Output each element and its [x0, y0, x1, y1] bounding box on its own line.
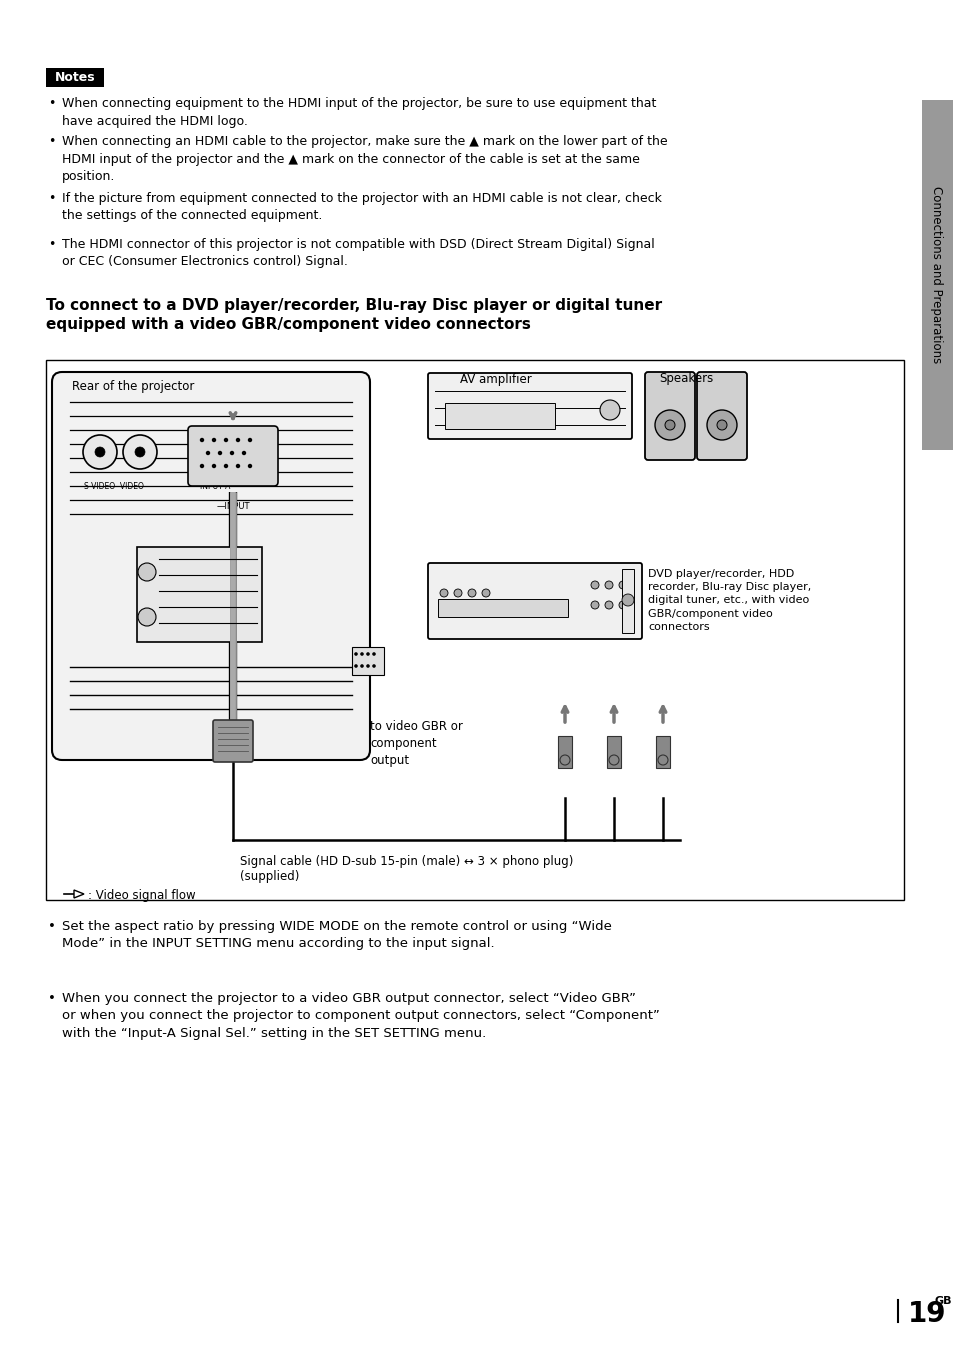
Circle shape: [366, 652, 370, 656]
Text: to video GBR or
component
output: to video GBR or component output: [370, 721, 462, 767]
Bar: [656, 735, 669, 768]
Circle shape: [199, 438, 204, 442]
Text: The HDMI connector of this projector is not compatible with DSD (Direct Stream D: The HDMI connector of this projector is …: [62, 238, 654, 269]
Circle shape: [206, 450, 210, 456]
Text: AV amplifier: AV amplifier: [459, 373, 531, 387]
Text: •: •: [48, 992, 56, 1005]
Circle shape: [83, 435, 117, 469]
Text: Connections and Preparations: Connections and Preparations: [929, 187, 943, 364]
Bar: [137, 548, 262, 642]
Circle shape: [217, 450, 222, 456]
Text: •: •: [48, 919, 56, 933]
Bar: [437, 599, 567, 617]
Circle shape: [354, 664, 357, 668]
Circle shape: [618, 581, 626, 589]
Text: —INPUT: —INPUT: [216, 502, 250, 511]
Text: DVD player/recorder, HDD
recorder, Blu-ray Disc player,
digital tuner, etc., wit: DVD player/recorder, HDD recorder, Blu-r…: [647, 569, 810, 631]
Circle shape: [366, 664, 370, 668]
Text: To connect to a DVD player/recorder, Blu-ray Disc player or digital tuner
equipp: To connect to a DVD player/recorder, Blu…: [46, 297, 661, 333]
Circle shape: [354, 652, 357, 656]
Circle shape: [199, 464, 204, 468]
Text: •: •: [48, 135, 55, 147]
FancyBboxPatch shape: [428, 562, 641, 639]
Circle shape: [658, 754, 667, 765]
FancyBboxPatch shape: [428, 373, 631, 439]
Circle shape: [599, 400, 619, 420]
Text: Notes: Notes: [54, 72, 95, 84]
Bar: [352, 648, 384, 675]
Circle shape: [360, 652, 363, 656]
Text: 19: 19: [907, 1301, 945, 1328]
Circle shape: [372, 652, 375, 656]
Circle shape: [224, 464, 228, 468]
Circle shape: [248, 464, 252, 468]
Text: Speakers: Speakers: [659, 372, 713, 385]
Bar: [921, 100, 953, 450]
Circle shape: [468, 589, 476, 598]
Circle shape: [230, 450, 233, 456]
Circle shape: [621, 594, 634, 606]
Bar: [46, 68, 104, 87]
Circle shape: [123, 435, 157, 469]
FancyBboxPatch shape: [188, 426, 277, 485]
Circle shape: [138, 562, 156, 581]
Circle shape: [481, 589, 490, 598]
Text: •: •: [48, 192, 55, 206]
FancyBboxPatch shape: [644, 372, 695, 460]
Circle shape: [706, 410, 737, 439]
Text: When you connect the projector to a video GBR output connector, select “Video GB: When you connect the projector to a vide…: [62, 992, 659, 1040]
Circle shape: [618, 602, 626, 608]
Circle shape: [655, 410, 684, 439]
Bar: [606, 735, 620, 768]
Circle shape: [212, 464, 216, 468]
Circle shape: [590, 602, 598, 608]
Circle shape: [212, 438, 216, 442]
Circle shape: [372, 664, 375, 668]
Circle shape: [590, 581, 598, 589]
Circle shape: [604, 581, 613, 589]
Polygon shape: [74, 890, 84, 898]
Circle shape: [135, 448, 145, 457]
Bar: [444, 403, 555, 429]
Text: GB: GB: [934, 1297, 951, 1306]
Circle shape: [224, 438, 228, 442]
Circle shape: [235, 464, 240, 468]
Circle shape: [241, 450, 246, 456]
FancyBboxPatch shape: [52, 372, 370, 760]
Circle shape: [717, 420, 726, 430]
Text: S VIDEO  VIDEO: S VIDEO VIDEO: [84, 483, 144, 491]
Bar: [46, 360, 903, 900]
Circle shape: [235, 438, 240, 442]
Text: : Video signal flow: : Video signal flow: [88, 890, 195, 902]
Circle shape: [454, 589, 461, 598]
Text: •: •: [48, 238, 55, 251]
Bar: [621, 569, 634, 633]
Circle shape: [360, 664, 363, 668]
Circle shape: [608, 754, 618, 765]
Text: •: •: [48, 97, 55, 110]
Bar: [558, 735, 572, 768]
FancyBboxPatch shape: [697, 372, 746, 460]
Text: When connecting an HDMI cable to the projector, make sure the ▲ mark on the lowe: When connecting an HDMI cable to the pro…: [62, 135, 667, 183]
Text: If the picture from equipment connected to the projector with an HDMI cable is n: If the picture from equipment connected …: [62, 192, 661, 223]
Text: Set the aspect ratio by pressing WIDE MODE on the remote control or using “Wide
: Set the aspect ratio by pressing WIDE MO…: [62, 919, 611, 950]
Text: When connecting equipment to the HDMI input of the projector, be sure to use equ: When connecting equipment to the HDMI in…: [62, 97, 656, 127]
Circle shape: [248, 438, 252, 442]
Circle shape: [664, 420, 675, 430]
Circle shape: [95, 448, 105, 457]
FancyBboxPatch shape: [213, 721, 253, 763]
Text: INPUT A: INPUT A: [200, 483, 230, 491]
Text: Signal cable (HD D-sub 15-pin (male) ↔ 3 × phono plug)
(supplied): Signal cable (HD D-sub 15-pin (male) ↔ 3…: [240, 854, 573, 883]
Text: Rear of the projector: Rear of the projector: [71, 380, 194, 393]
Circle shape: [604, 602, 613, 608]
Circle shape: [138, 608, 156, 626]
Circle shape: [439, 589, 448, 598]
Circle shape: [559, 754, 569, 765]
